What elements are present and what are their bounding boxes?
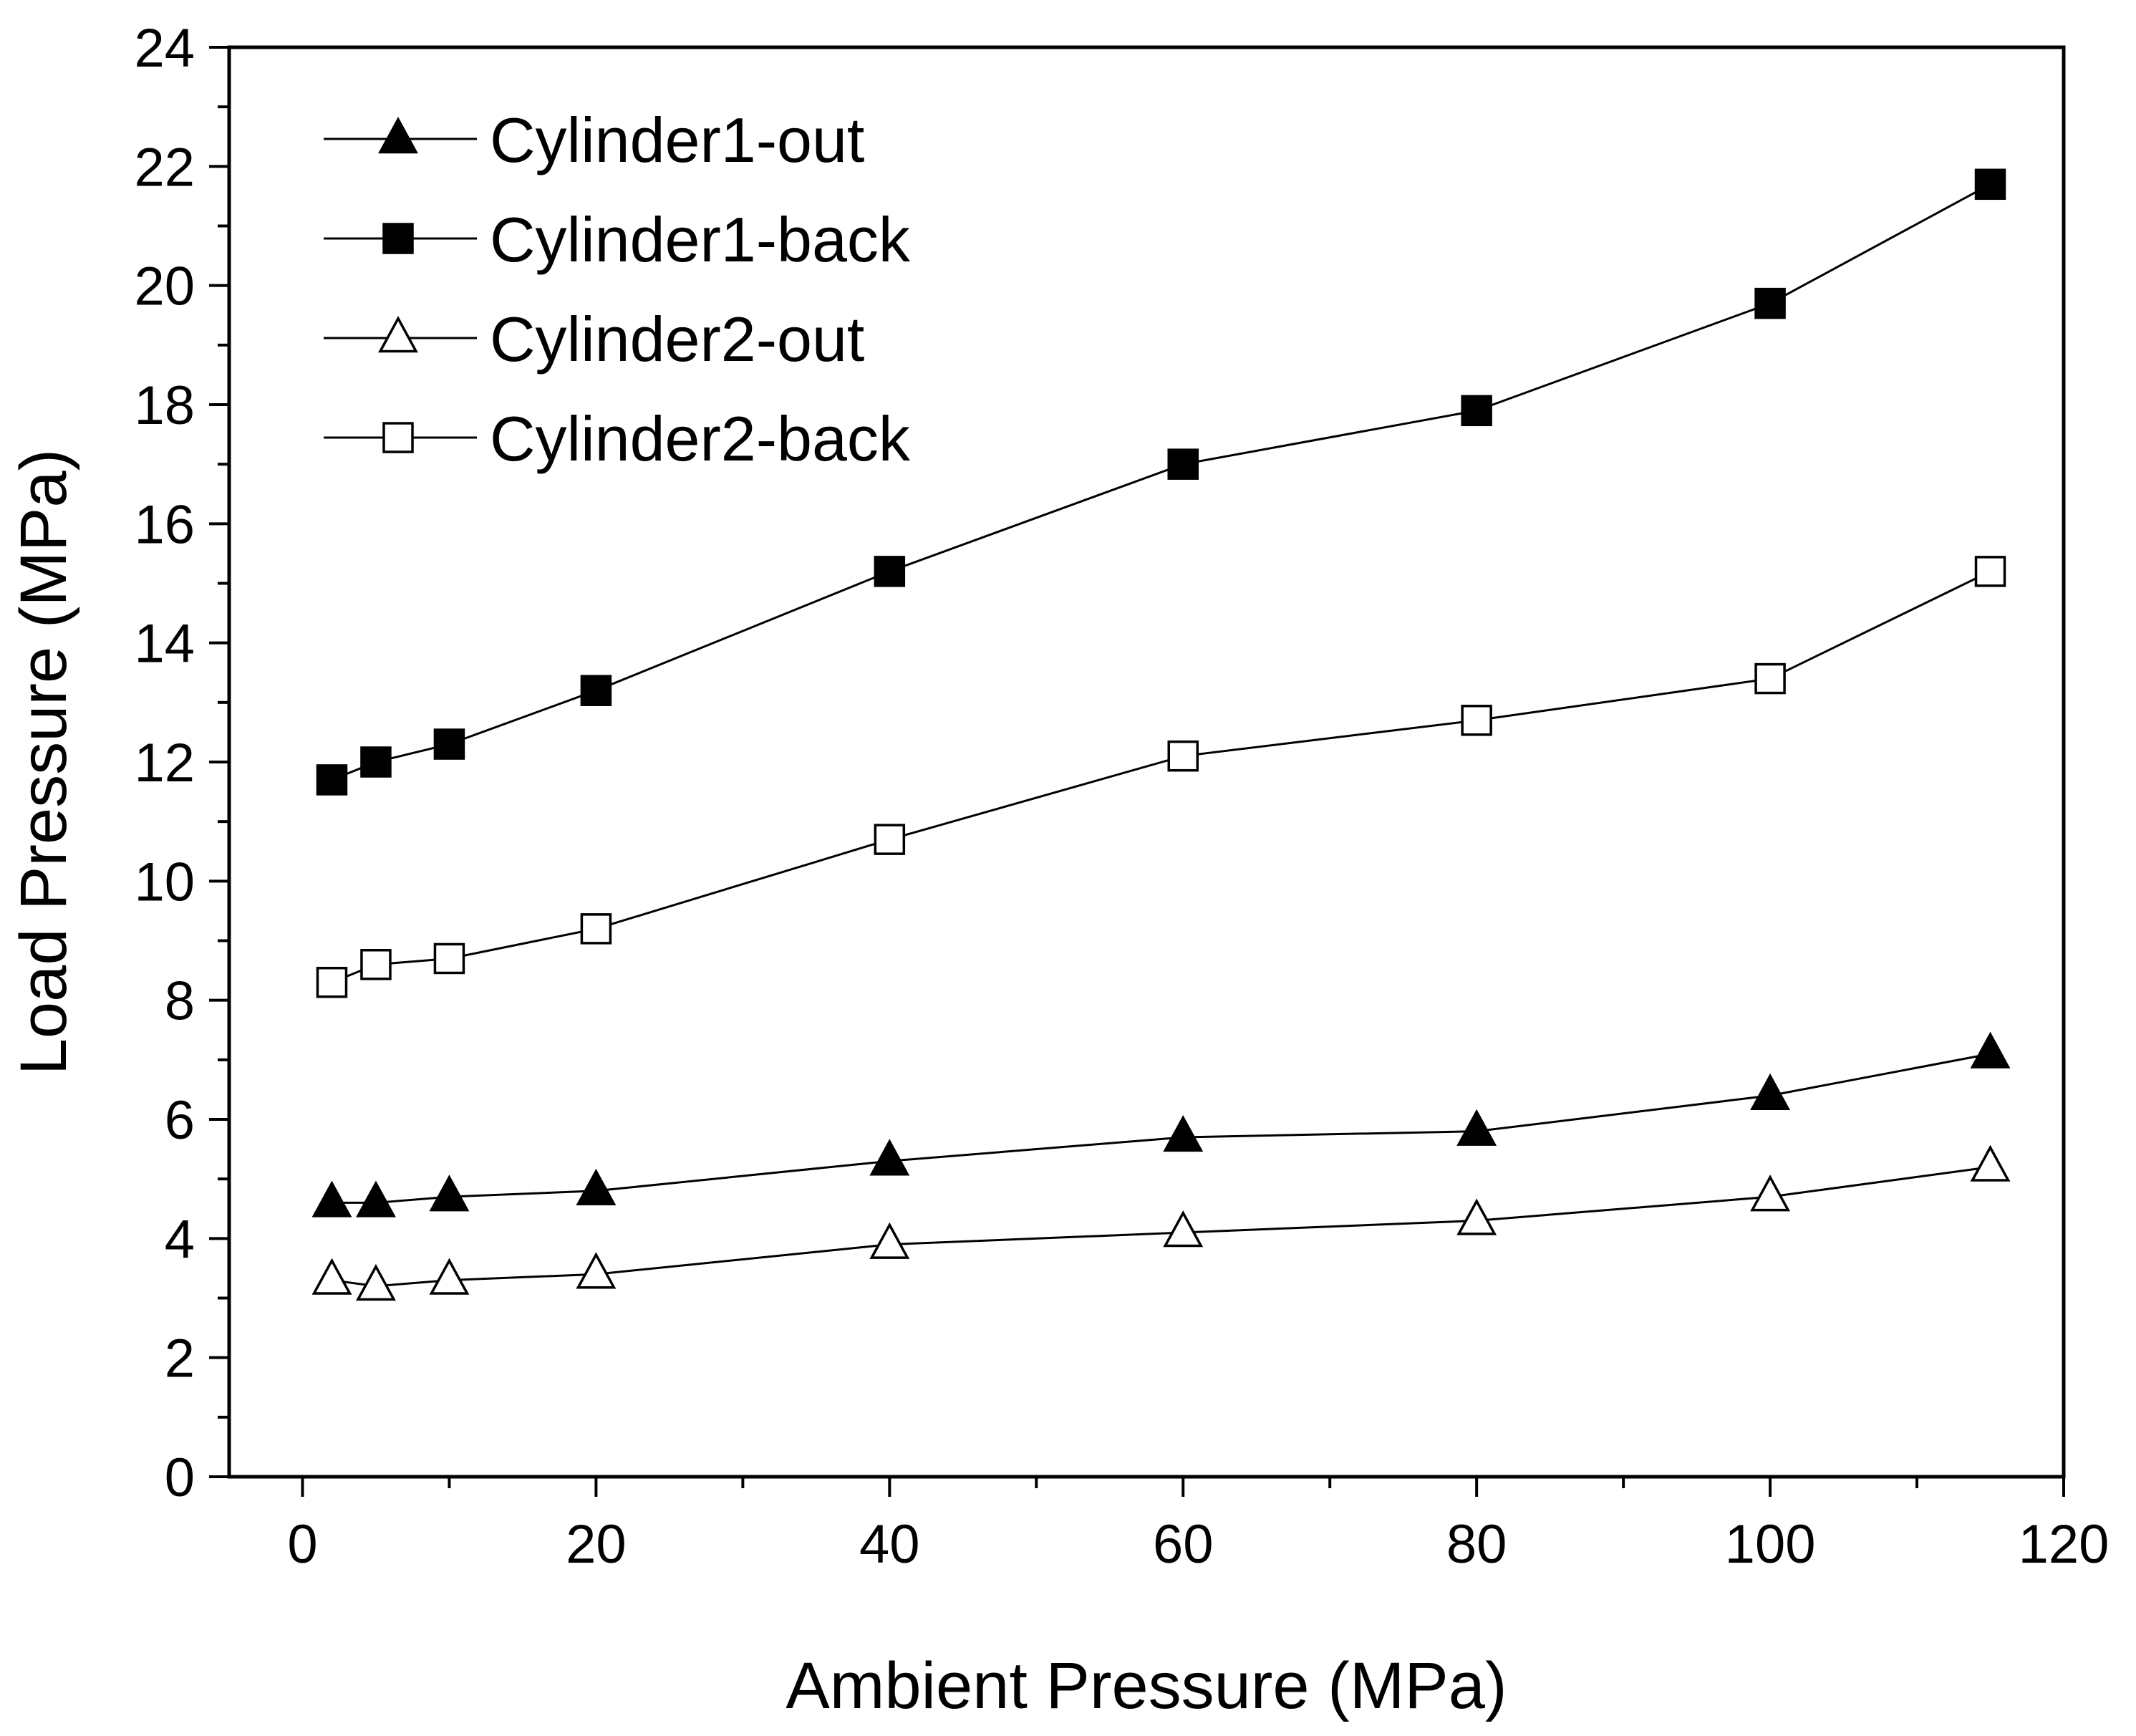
legend-label: Cylinder1-back	[490, 204, 911, 275]
data-point	[1750, 1175, 1791, 1212]
series-layer	[311, 168, 2011, 1301]
data-point	[433, 942, 465, 975]
data-point	[1163, 1210, 1204, 1248]
legend-item: Cylinder1-out	[324, 105, 864, 175]
legend-label: Cylinder2-back	[490, 403, 911, 474]
y-tick-label: 20	[134, 256, 195, 317]
data-point	[580, 913, 612, 945]
legend-label: Cylinder2-out	[490, 304, 864, 375]
series-cylinder1-out	[311, 1031, 2011, 1217]
data-point	[1461, 705, 1492, 736]
data-point	[576, 1252, 617, 1289]
legend-marker	[382, 422, 414, 453]
x-tick-label: 60	[1153, 1514, 1214, 1575]
x-tick-label: 120	[2019, 1514, 2110, 1575]
data-point	[1970, 1144, 2011, 1182]
data-point	[356, 1263, 396, 1301]
data-point	[1970, 1031, 2011, 1069]
data-point	[1456, 1198, 1497, 1235]
x-tick-label: 0	[287, 1514, 317, 1575]
data-point	[1167, 448, 1199, 480]
x-tick-label: 20	[566, 1514, 627, 1575]
series-cylinder1-back	[316, 168, 2006, 796]
x-axis-title: Ambient Pressure (MPa)	[786, 1649, 1507, 1722]
series-cylinder2-back	[316, 556, 2006, 998]
data-point	[311, 1258, 352, 1295]
y-tick-label: 12	[134, 733, 195, 794]
legend-marker	[378, 117, 418, 154]
legend-marker	[382, 223, 414, 254]
plot-frame	[227, 45, 2066, 1479]
data-point	[1750, 1073, 1791, 1110]
y-tick-label: 14	[134, 614, 195, 675]
data-point	[316, 966, 348, 998]
data-point	[429, 1175, 470, 1212]
x-tick-label: 80	[1446, 1514, 1507, 1575]
data-point	[433, 728, 465, 760]
y-tick-label: 8	[165, 971, 195, 1032]
legend: Cylinder1-out Cylinder1-back Cylinder2-out…	[324, 105, 911, 474]
y-tick-label: 2	[165, 1328, 195, 1389]
y-tick-label: 0	[165, 1447, 195, 1508]
data-point	[869, 1222, 910, 1259]
data-point	[1754, 662, 1786, 695]
legend-item: Cylinder2-back	[324, 403, 911, 474]
series-line	[332, 1166, 1991, 1288]
data-point	[356, 1180, 396, 1217]
y-tick-label: 4	[165, 1209, 195, 1270]
data-point	[874, 824, 906, 855]
y-tick-label: 16	[134, 494, 195, 555]
series-line	[332, 1053, 1991, 1204]
y-axis-title: Load Pressure (MPa)	[7, 449, 80, 1075]
legend-marker	[378, 316, 418, 353]
y-tick-label: 18	[134, 375, 195, 436]
data-point	[576, 1168, 617, 1206]
series-cylinder2-out	[311, 1144, 2011, 1301]
data-point	[1461, 395, 1492, 427]
data-point	[869, 1139, 910, 1176]
x-axis-ticks: 0 20 40 60 80 100 120	[287, 1477, 2109, 1575]
legend-item: Cylinder2-out	[324, 304, 864, 375]
data-point	[311, 1180, 352, 1217]
data-point	[580, 675, 612, 706]
data-point	[360, 949, 392, 980]
legend-label: Cylinder1-out	[490, 105, 864, 175]
data-point	[1974, 556, 2006, 587]
x-tick-label: 100	[1725, 1514, 1816, 1575]
data-point	[316, 764, 348, 796]
data-point	[1974, 168, 2006, 201]
data-point	[1163, 1115, 1204, 1152]
x-tick-label: 40	[859, 1514, 920, 1575]
y-tick-label: 6	[165, 1090, 195, 1151]
data-point	[429, 1258, 470, 1295]
legend-item: Cylinder1-back	[324, 204, 911, 275]
data-point	[1167, 740, 1199, 772]
data-point	[874, 556, 906, 587]
data-point	[360, 746, 392, 778]
data-point	[1754, 287, 1786, 319]
y-tick-label: 24	[134, 18, 195, 79]
y-tick-label: 22	[134, 137, 195, 198]
data-point	[1456, 1109, 1497, 1146]
y-tick-label: 10	[134, 852, 195, 912]
